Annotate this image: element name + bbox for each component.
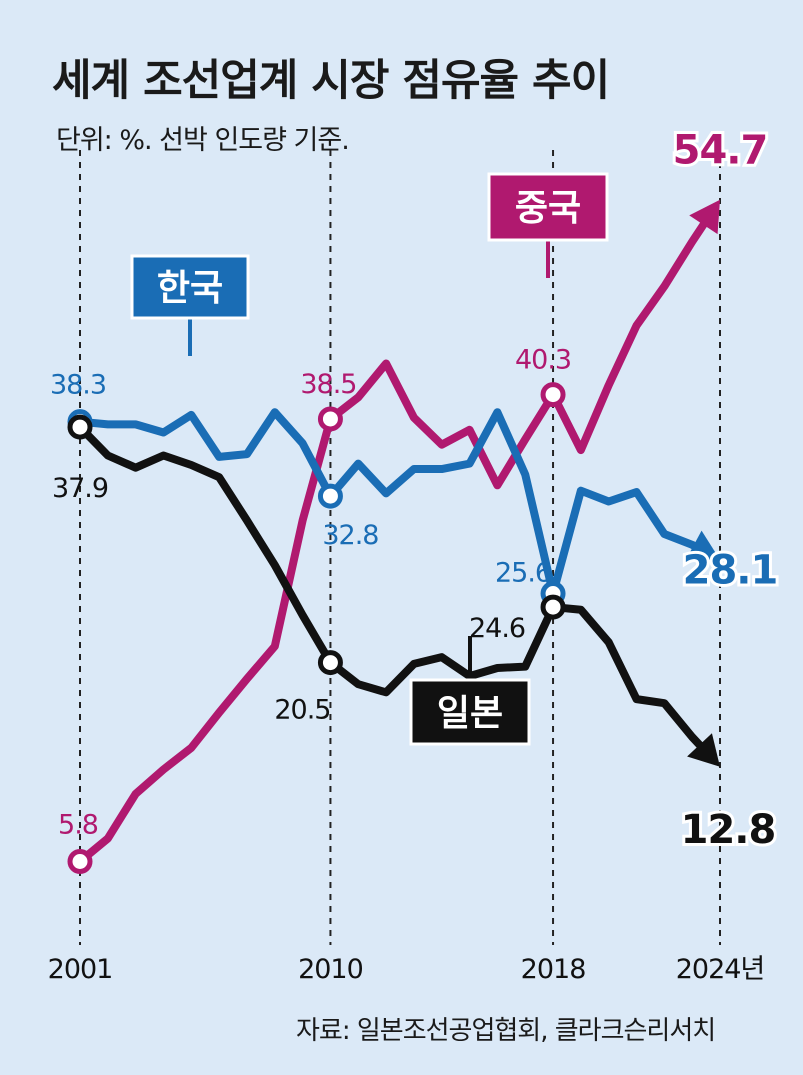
data-label-중국-2001: 5.8 bbox=[58, 810, 98, 841]
source-note: 자료: 일본조선공업협회, 클라크슨리서치 bbox=[296, 1016, 716, 1046]
data-label-일본-2001: 37.9 bbox=[52, 473, 108, 504]
data-label-한국-2018: 25.6 bbox=[495, 558, 551, 589]
chart-title: 세계 조선업계 시장 점유율 추이 bbox=[52, 56, 610, 106]
year-guide-lines bbox=[79, 150, 721, 945]
marker-일본-2018 bbox=[540, 594, 566, 620]
data-label-중국-2010: 38.5 bbox=[300, 369, 356, 400]
data-label-한국-2010: 32.8 bbox=[322, 520, 378, 551]
marker-한국-2010 bbox=[317, 483, 343, 509]
series-markers bbox=[67, 382, 566, 875]
series-tag-일본: 일본 bbox=[437, 693, 503, 734]
data-label-한국-2001: 38.3 bbox=[50, 370, 106, 401]
data-label-중국-2024: 54.7 bbox=[673, 128, 768, 174]
data-labels: 5.8 38.5 40.3 54.7 38.3 32.8 25.6 28.1 37.9 20.5 2… bbox=[50, 125, 781, 856]
data-label-일본-2010: 20.5 bbox=[274, 695, 330, 726]
series-line-한국 bbox=[76, 408, 705, 598]
series-arrow-일본 bbox=[687, 733, 720, 767]
data-label-한국-2024: 28.1 bbox=[683, 548, 778, 594]
series-tag-중국: 중국 bbox=[515, 188, 581, 229]
x-tick-label: 2024년 bbox=[676, 954, 765, 985]
series-lines bbox=[76, 199, 720, 866]
series-tag-한국: 한국 bbox=[157, 268, 223, 309]
tag-box-일본 bbox=[409, 678, 531, 746]
x-tick-label: 2018 bbox=[521, 954, 586, 985]
x-tick-label: 2010 bbox=[298, 954, 363, 985]
marker-일본-2001 bbox=[67, 414, 93, 440]
data-label-일본-2024: 12.8 bbox=[681, 807, 776, 853]
marker-중국-2018 bbox=[540, 382, 566, 408]
marker-중국-2001 bbox=[67, 849, 93, 875]
marker-중국-2010 bbox=[317, 406, 343, 432]
data-label-일본-2018: 24.6 bbox=[469, 613, 525, 644]
chart-subtitle: 단위: %. 선박 인도량 기준. bbox=[56, 125, 350, 156]
series-line-중국 bbox=[76, 214, 712, 866]
tag-box-한국 bbox=[130, 254, 250, 320]
x-axis-tick-labels: 2001 2010 2018 2024년 bbox=[48, 954, 766, 985]
series-arrow-한국 bbox=[685, 530, 720, 561]
data-label-중국-2018: 40.3 bbox=[515, 345, 571, 376]
marker-일본-2010 bbox=[317, 650, 343, 676]
x-tick-label: 2001 bbox=[48, 954, 113, 985]
series-line-일본 bbox=[76, 423, 709, 755]
series-arrow-중국 bbox=[689, 199, 720, 235]
tag-box-중국 bbox=[487, 172, 609, 242]
